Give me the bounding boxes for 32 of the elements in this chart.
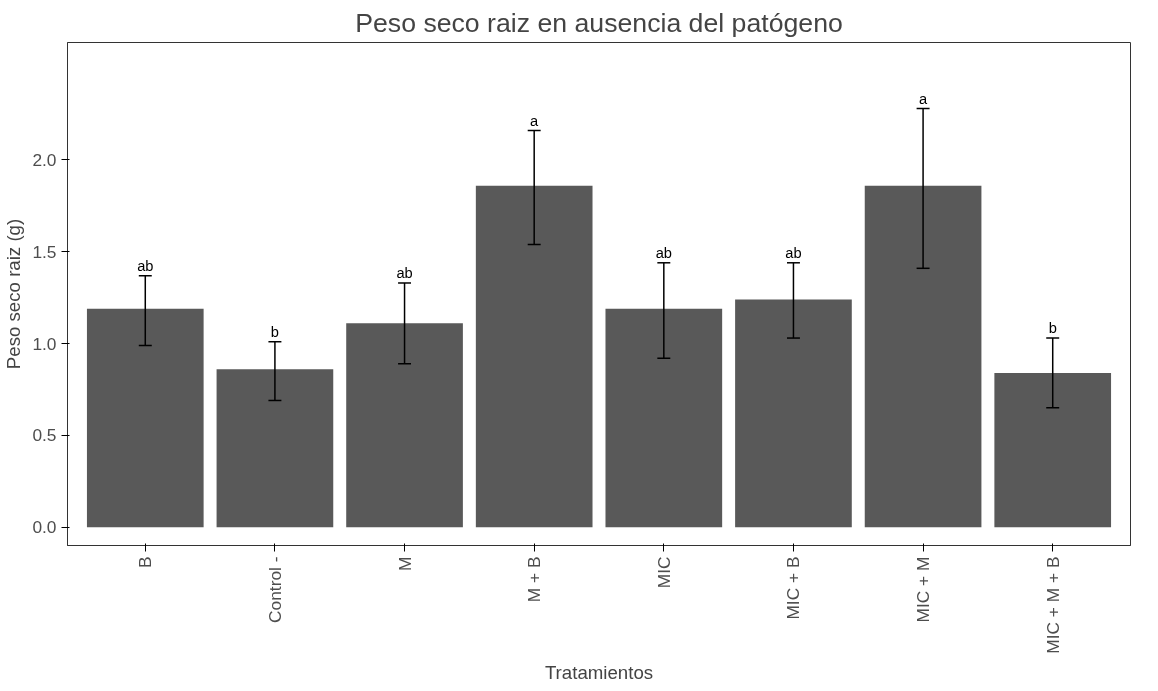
x-tick-label: MIC: [653, 556, 674, 589]
chart-title: Peso seco raiz en ausencia del patógeno: [355, 7, 843, 38]
y-tick-label: 1.5: [32, 241, 57, 262]
y-tick-label: 0.5: [32, 425, 57, 446]
x-tick-label: MIC + B: [783, 556, 804, 620]
y-axis-title: Peso seco raiz (g): [3, 218, 25, 370]
bar: [864, 185, 982, 528]
x-tick-label: MIC + M: [913, 556, 934, 623]
annotation: ab: [655, 244, 672, 261]
bar: [475, 185, 593, 528]
bar: [605, 308, 723, 528]
annotation: ab: [137, 257, 154, 274]
bar: [735, 299, 852, 528]
annotation: a: [919, 90, 929, 107]
y-tick-label: 1.0: [32, 333, 57, 354]
x-axis-title: Tratamientos: [544, 661, 654, 683]
bar: [86, 308, 204, 528]
x-tick-label: Control -: [264, 556, 285, 623]
x-tick-label: MIC + M + B: [1042, 556, 1063, 654]
bar: [346, 323, 463, 528]
x-tick-label: B: [135, 556, 156, 569]
annotation: a: [530, 112, 540, 129]
y-tick-label: 2.0: [32, 149, 57, 170]
x-tick-label: M + B: [524, 556, 545, 603]
bar: [994, 372, 1112, 528]
annotation: ab: [396, 264, 413, 281]
x-tick-label: M: [394, 556, 415, 571]
annotation: ab: [785, 244, 802, 261]
annotation: b: [270, 323, 279, 340]
y-tick-label: 0.0: [32, 517, 57, 538]
annotation: b: [1048, 320, 1057, 337]
bar: [216, 369, 334, 528]
